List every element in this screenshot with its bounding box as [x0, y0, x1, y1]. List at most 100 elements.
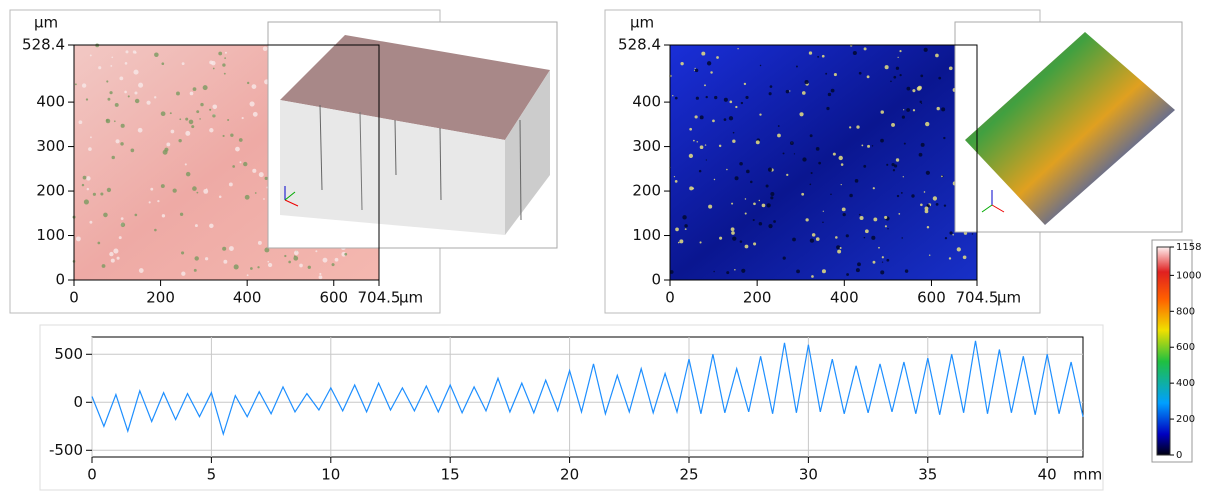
texture	[204, 257, 209, 261]
x-tick-label: 600	[917, 289, 946, 307]
x-tick-label: 20	[560, 466, 579, 484]
texture	[322, 257, 328, 263]
texture	[759, 64, 762, 67]
texture	[845, 234, 849, 238]
texture	[731, 202, 734, 205]
x-tick-label: 30	[799, 466, 818, 484]
texture	[732, 131, 735, 134]
texture	[85, 98, 89, 101]
texture	[777, 133, 781, 138]
colorbar-tick-label: 800	[1176, 306, 1195, 317]
texture	[924, 206, 929, 211]
texture	[137, 127, 143, 133]
colorbar-tick-label: 200	[1176, 414, 1195, 425]
plot-frame	[73, 44, 380, 281]
texture	[696, 141, 699, 143]
texture	[124, 90, 127, 94]
texture	[777, 125, 780, 127]
texture	[895, 158, 900, 162]
texture	[903, 142, 906, 145]
texture	[811, 275, 814, 278]
x-tick-label: 0	[69, 289, 79, 307]
texture	[227, 118, 230, 121]
texture	[928, 254, 931, 256]
texture	[920, 102, 923, 104]
texture	[732, 236, 737, 241]
texture	[160, 184, 165, 189]
texture	[770, 191, 775, 196]
y-tick-label: 0	[55, 271, 65, 289]
texture	[744, 198, 747, 200]
texture	[912, 89, 916, 93]
texture	[739, 161, 743, 166]
x-tick-label: 10	[321, 466, 340, 484]
texture	[809, 183, 812, 186]
texture	[196, 110, 200, 114]
texture	[746, 169, 750, 174]
texture	[103, 212, 108, 218]
texture	[805, 218, 809, 222]
texture	[119, 76, 124, 81]
texture	[223, 72, 226, 75]
texture	[294, 250, 299, 256]
texture	[949, 231, 953, 235]
texture	[675, 227, 679, 232]
texture	[726, 271, 730, 275]
texture	[166, 142, 171, 147]
colorbar-tick-label: 1000	[1176, 270, 1201, 281]
texture	[898, 212, 901, 215]
texture	[932, 196, 938, 201]
texture	[744, 212, 747, 215]
texture	[768, 92, 772, 96]
texture	[263, 198, 265, 200]
texture	[693, 139, 695, 142]
texture	[745, 95, 749, 100]
texture	[677, 241, 680, 244]
texture	[893, 164, 898, 168]
texture	[202, 85, 208, 91]
texture	[708, 204, 713, 209]
texture	[209, 108, 212, 111]
texture	[770, 196, 774, 200]
texture	[257, 266, 260, 269]
texture	[114, 102, 119, 107]
texture	[941, 175, 943, 178]
texture	[944, 237, 948, 240]
texture	[948, 66, 953, 71]
texture	[948, 257, 952, 260]
texture	[719, 236, 723, 240]
texture	[185, 117, 189, 121]
texture	[753, 202, 756, 206]
texture	[840, 184, 842, 186]
texture	[880, 270, 885, 275]
texture	[194, 224, 198, 228]
texture	[731, 231, 735, 235]
texture	[81, 183, 85, 187]
y-tick-label: 200	[632, 182, 661, 200]
texture	[288, 260, 291, 264]
texture	[839, 247, 842, 250]
texture	[759, 113, 762, 116]
y-tick-label: 300	[36, 137, 65, 155]
texture	[106, 187, 112, 193]
texture	[228, 182, 233, 187]
texture	[920, 74, 924, 78]
texture	[193, 268, 197, 272]
texture	[699, 241, 702, 244]
x-tick-label: 704.5	[956, 289, 999, 307]
texture	[318, 275, 323, 280]
texture	[181, 251, 185, 255]
colorbar-tick-label: 400	[1176, 378, 1195, 389]
texture	[120, 222, 126, 228]
texture	[906, 108, 910, 112]
texture	[254, 192, 257, 194]
texture	[161, 62, 165, 66]
texture	[766, 203, 771, 208]
texture	[809, 134, 813, 138]
texture	[887, 228, 889, 230]
texture	[815, 237, 820, 241]
texture	[710, 71, 713, 74]
texture	[861, 144, 864, 147]
texture	[160, 111, 166, 117]
texture	[825, 72, 828, 75]
